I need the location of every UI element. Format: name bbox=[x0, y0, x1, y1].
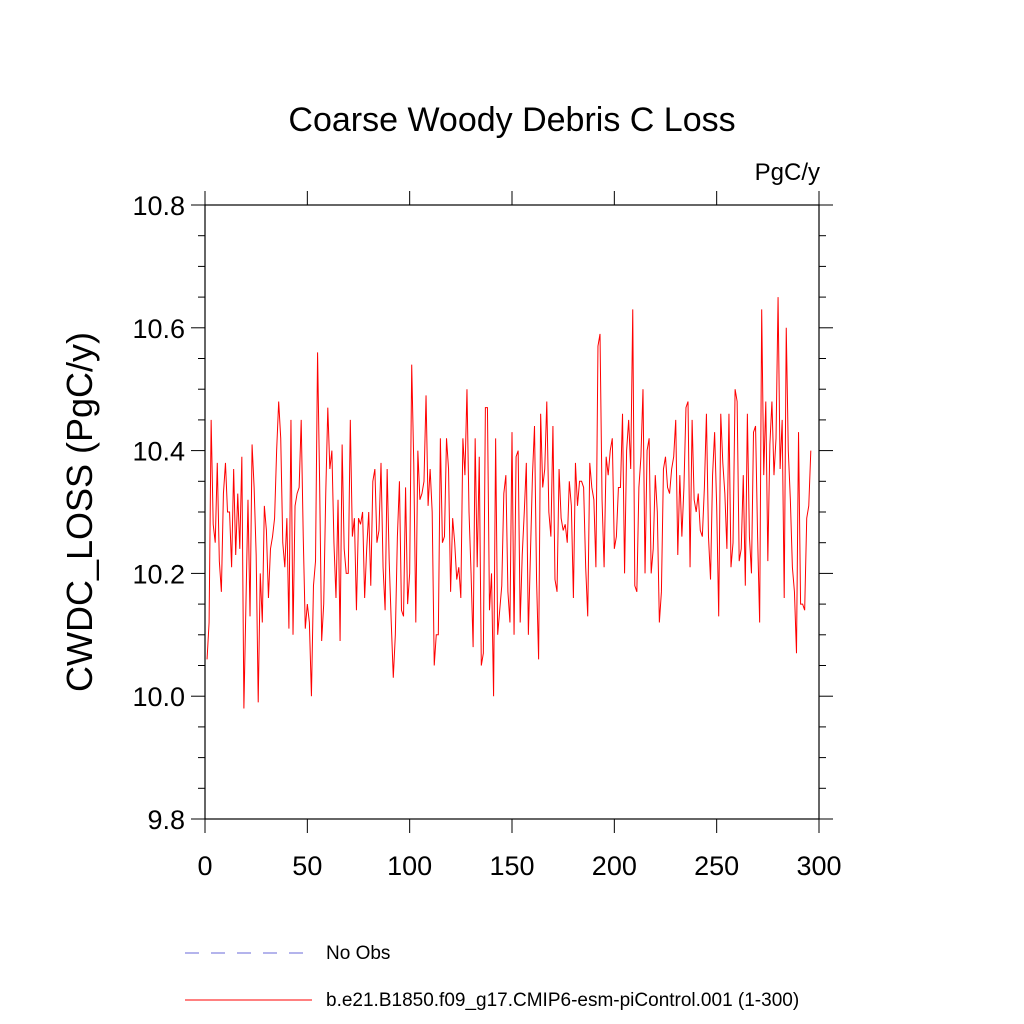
x-tick-label: 150 bbox=[489, 851, 534, 881]
x-tick-label: 0 bbox=[197, 851, 212, 881]
major-ticks bbox=[191, 191, 833, 833]
x-tick-label: 200 bbox=[592, 851, 637, 881]
y-tick-label: 10.8 bbox=[132, 191, 185, 221]
y-axis-label: CWDC_LOSS (PgC/y) bbox=[59, 332, 100, 692]
legend: No Obs b.e21.B1850.f09_g17.CMIP6-esm-piC… bbox=[185, 943, 799, 1011]
legend-label-model: b.e21.B1850.f09_g17.CMIP6-esm-piControl.… bbox=[326, 990, 799, 1011]
y-tick-label: 10.6 bbox=[132, 314, 185, 344]
y-tick-label: 9.8 bbox=[147, 805, 185, 835]
y-tick-label: 10.4 bbox=[132, 437, 185, 467]
x-tick-labels: 0 50 100 150 200 250 300 bbox=[197, 851, 841, 881]
units-label: PgC/y bbox=[755, 159, 820, 186]
series-line bbox=[206, 297, 812, 709]
x-tick-label: 250 bbox=[694, 851, 739, 881]
y-tick-label: 10.0 bbox=[132, 682, 185, 712]
x-tick-label: 300 bbox=[796, 851, 841, 881]
x-tick-label: 50 bbox=[292, 851, 322, 881]
minor-ticks bbox=[198, 235, 826, 789]
x-tick-label: 100 bbox=[387, 851, 432, 881]
legend-label-no-obs: No Obs bbox=[326, 943, 390, 964]
plot-frame bbox=[204, 204, 820, 820]
series-group bbox=[206, 297, 812, 709]
y-tick-label: 10.2 bbox=[132, 559, 185, 589]
y-tick-labels: 9.8 10.0 10.2 10.4 10.6 10.8 bbox=[132, 191, 185, 835]
chart-title: Coarse Woody Debris C Loss bbox=[288, 101, 735, 139]
